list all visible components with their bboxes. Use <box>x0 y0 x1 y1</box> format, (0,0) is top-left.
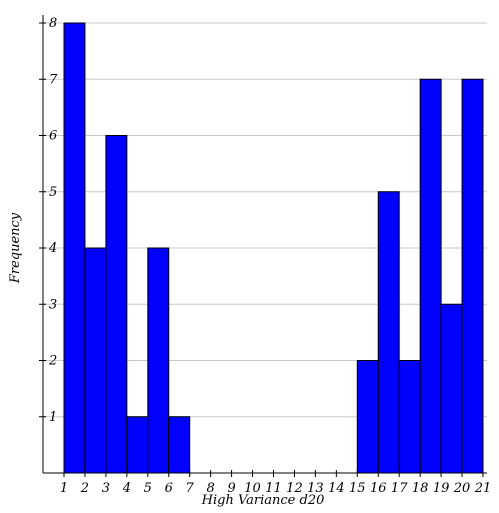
bar-18-19 <box>419 78 442 474</box>
x-tick-label-9: 9 <box>227 481 235 496</box>
y-tick-label-8: 8 <box>49 16 57 31</box>
y-tick-label-1: 1 <box>49 410 57 425</box>
bar-3-4 <box>105 135 128 474</box>
y-tick-label-3: 3 <box>49 297 57 312</box>
y-tick-label-6: 6 <box>49 129 57 144</box>
x-tick-label-4: 4 <box>122 481 131 496</box>
bar-19-20 <box>440 303 463 474</box>
x-tick-label-21: 21 <box>474 481 492 496</box>
x-tick-label-18: 18 <box>412 481 429 496</box>
y-axis-title: Frequency <box>8 212 23 284</box>
x-tick-label-13: 13 <box>307 481 324 496</box>
y-tick-label-4: 4 <box>48 241 57 256</box>
x-tick-label-7: 7 <box>186 481 195 496</box>
bar-2-3 <box>84 247 107 474</box>
x-tick-label-19: 19 <box>433 481 450 496</box>
bar-16-17 <box>377 191 400 474</box>
x-tick-label-6: 6 <box>165 481 173 496</box>
x-tick-label-15: 15 <box>349 481 366 496</box>
x-tick-label-8: 8 <box>207 481 215 496</box>
x-tick-label-2: 2 <box>80 481 89 496</box>
bar-17-18 <box>398 360 421 474</box>
y-tick-label-7: 7 <box>49 72 58 87</box>
x-tick-label-16: 16 <box>370 481 387 496</box>
y-tick-label-2: 2 <box>48 354 57 369</box>
x-tick-label-14: 14 <box>328 481 345 496</box>
bar-15-16 <box>356 360 379 474</box>
bar-20-21 <box>461 78 484 474</box>
x-tick-label-10: 10 <box>244 481 261 496</box>
bar-4-5 <box>126 416 149 474</box>
x-tick-label-1: 1 <box>60 481 68 496</box>
x-tick-label-17: 17 <box>391 481 408 496</box>
bar-1-2 <box>63 22 86 474</box>
axes <box>39 15 487 477</box>
bar-6-7 <box>168 416 191 474</box>
x-tick-label-11: 11 <box>265 481 282 496</box>
bar-5-6 <box>147 247 170 474</box>
x-tick-label-5: 5 <box>144 481 152 496</box>
y-tick-label-5: 5 <box>49 185 57 200</box>
x-tick-label-12: 12 <box>286 481 303 496</box>
x-tick-label-20: 20 <box>453 481 471 496</box>
x-tick-label-3: 3 <box>102 481 110 496</box>
x-axis-title: High Variance d20 <box>201 493 325 508</box>
